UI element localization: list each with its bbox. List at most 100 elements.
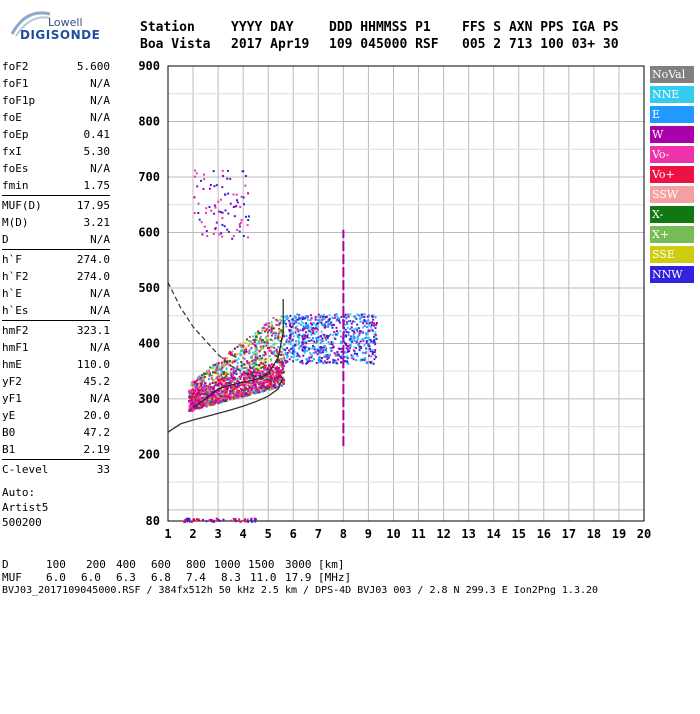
echo-point: [231, 389, 234, 392]
echo-point: [272, 376, 275, 379]
echo-point: [264, 344, 266, 347]
echo-point: [251, 387, 254, 390]
echo-point: [362, 320, 365, 323]
param-label: foF1p: [2, 94, 36, 107]
param-row: yF2 45.2: [2, 373, 110, 390]
echo-point: [207, 391, 210, 394]
echo-point: [236, 391, 239, 394]
echo-point: [222, 399, 225, 402]
echo-point: [368, 361, 371, 364]
echo-point: [225, 377, 228, 380]
echo-point: [252, 351, 255, 354]
echo-point: [273, 351, 276, 354]
echo-point: [274, 375, 277, 377]
echo-point: [243, 392, 246, 395]
echo-point: [247, 372, 250, 375]
echo-point: [203, 375, 206, 378]
echo-point: [266, 387, 268, 390]
echo-point: [307, 333, 309, 336]
echo-point: [285, 353, 288, 356]
echo-point: [255, 386, 257, 389]
echo-point: [261, 384, 264, 387]
echo-point: [223, 386, 226, 389]
echo-point: [329, 323, 332, 325]
echo-point: [230, 373, 233, 375]
echo-point: [211, 364, 214, 366]
echo-point: [189, 402, 192, 405]
legend-item: E: [650, 106, 694, 123]
echo-point: [198, 383, 201, 386]
echo-point: [362, 339, 365, 342]
logo-digisonde-text: DIGISONDE: [20, 28, 101, 42]
echo-point: [331, 316, 334, 319]
echo-point: [248, 339, 251, 342]
polarization-legend: NoVal NNE E W Vo- Vo+ SSW X- X+ SSE NNW: [650, 66, 694, 286]
param-value: 45.2: [83, 375, 111, 388]
echo-point: [303, 340, 306, 343]
echo-point: [282, 370, 285, 373]
echo-point: [331, 346, 334, 349]
echo-point: [293, 353, 295, 356]
echo-point: [195, 384, 198, 387]
echo-point: [293, 315, 296, 318]
footer-muf-value: 7.4: [186, 571, 206, 584]
legend-item: X+: [650, 226, 694, 243]
echo-point: [216, 369, 219, 372]
echo-point: [267, 379, 269, 382]
echo-point: [335, 354, 338, 357]
echo-point: [245, 366, 248, 369]
echo-point: [227, 359, 230, 362]
echo-point: [243, 519, 246, 522]
echo-point: [321, 337, 324, 340]
echo-point: [205, 520, 208, 523]
echo-point: [366, 331, 369, 334]
echo-point: [270, 363, 273, 366]
echo-point: [253, 359, 256, 362]
echo-point: [218, 520, 221, 522]
echo-point: [345, 351, 348, 354]
echo-point: [278, 377, 281, 380]
echo-point: [231, 237, 234, 240]
echo-point: [256, 334, 259, 337]
y-tick-label: 800: [138, 114, 160, 128]
echo-point: [245, 370, 248, 373]
echo-point: [235, 385, 238, 388]
echo-point: [247, 192, 250, 195]
echo-point: [244, 383, 247, 386]
echo-point: [201, 233, 204, 236]
echo-point: [292, 350, 295, 353]
echo-point: [202, 396, 204, 399]
echo-point: [277, 338, 280, 341]
echo-point: [275, 365, 278, 368]
echo-point: [281, 366, 284, 369]
footer-muf-value: 6.0: [46, 571, 66, 584]
echo-point: [301, 359, 303, 362]
echo-point: [274, 386, 277, 389]
echo-point: [326, 337, 329, 340]
echo-point: [261, 366, 264, 369]
echo-point: [243, 203, 245, 206]
echo-point: [229, 397, 232, 400]
echo-point: [215, 377, 218, 380]
param-label: yF2: [2, 375, 22, 388]
param-row: foF1 N/A: [2, 75, 110, 92]
echo-point: [255, 358, 258, 361]
echo-point: [279, 353, 282, 356]
echo-point: [237, 386, 240, 389]
echo-point: [229, 371, 232, 374]
echo-point: [318, 358, 321, 360]
echo-point: [316, 339, 319, 342]
param-label: hmE: [2, 358, 22, 371]
echo-point: [329, 347, 332, 350]
param-value: 20.0: [83, 409, 111, 422]
echo-point: [270, 351, 273, 354]
echo-point: [242, 388, 245, 391]
echo-point: [235, 193, 238, 196]
echo-point: [266, 377, 269, 380]
echo-point: [361, 351, 364, 354]
echo-point: [365, 336, 368, 339]
header-values-row: Boa Vista 2017 Apr19 109 045000 RSF 005 …: [140, 37, 619, 112]
echo-point: [193, 196, 196, 199]
echo-point: [229, 386, 232, 389]
echo-point: [318, 361, 321, 364]
